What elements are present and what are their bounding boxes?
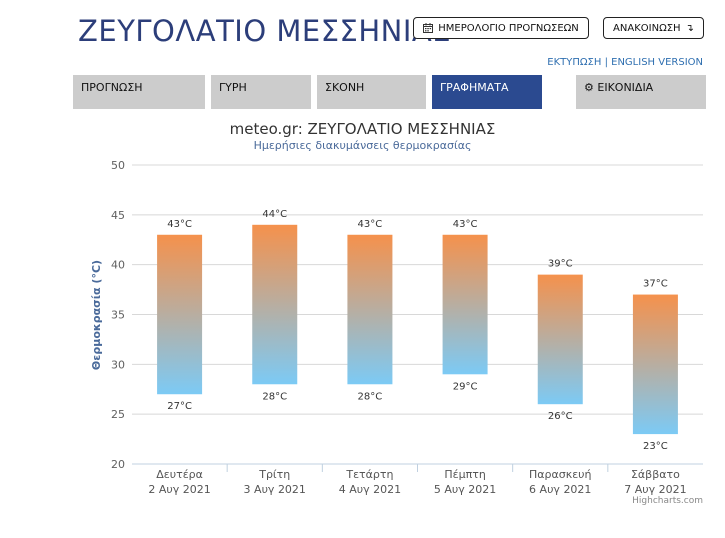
y-tick-label: 20 [111,458,125,471]
x-tick-date-label: 4 Αυγ 2021 [339,483,401,496]
announcements-button-label: ΑΝΑΚΟΙΝΩΣΗ [613,22,681,34]
x-tick-day-label: Παρασκευή [529,468,592,481]
y-tick-label: 35 [111,309,125,322]
min-temp-label: 27°C [167,401,192,412]
max-temp-label: 43°C [167,219,192,230]
x-tick-day-label: Πέμπτη [444,468,485,481]
chart-subtitle: Ημερήσιες διακυμάνσεις θερμοκρασίας [253,139,472,152]
tab-label: ΕΙΚΟΝΙΔΙΑ [597,81,654,94]
arrow-down-icon: ↴ [685,22,694,34]
x-tick-date-label: 6 Αυγ 2021 [529,483,591,496]
x-tick-day-label: Τετάρτη [345,468,393,481]
tab-icons[interactable]: ⚙ ΕΙΚΟΝΙΔΙΑ [576,75,706,109]
min-temp-label: 28°C [262,391,287,402]
tab-label: ΓΥΡΗ [219,81,247,94]
x-tick-date-label: 5 Αυγ 2021 [434,483,496,496]
y-tick-label: 25 [111,408,125,421]
x-tick-day-label: Δευτέρα [156,468,203,481]
x-tick-date-label: 2 Αυγ 2021 [148,483,210,496]
temperature-range-bar [442,234,488,375]
y-tick-label: 30 [111,358,125,371]
x-tick-date-label: 7 Αυγ 2021 [624,483,686,496]
tab-label: ΠΡΟΓΝΩΣΗ [81,81,143,94]
calendar-button[interactable]: ΗΜΕΡΟΛΟΓΙΟ ΠΡΟΓΝΩΣΕΩΝ [413,17,589,39]
tab-charts[interactable]: ΓΡΑΦΗΜΑΤΑ [432,75,542,109]
tab-label: ΣΚΟΝΗ [325,81,365,94]
max-temp-label: 43°C [358,219,383,230]
max-temp-label: 39°C [548,259,573,270]
english-version-link[interactable]: ENGLISH VERSION [611,57,703,68]
max-temp-label: 44°C [262,209,287,220]
announcements-button[interactable]: ΑΝΑΚΟΙΝΩΣΗ ↴ [603,17,704,39]
tab-forecast[interactable]: ΠΡΟΓΝΩΣΗ [73,75,205,109]
header-links: ΕΚΤΥΠΩΣΗ | ENGLISH VERSION [547,57,703,68]
min-temp-label: 23°C [643,441,668,452]
y-tick-label: 50 [111,159,125,172]
highcharts-credit[interactable]: Highcharts.com [632,496,703,506]
tab-dust[interactable]: ΣΚΟΝΗ [317,75,426,109]
min-temp-label: 26°C [548,411,573,422]
gear-icon: ⚙ [584,81,594,94]
links-separator: | [604,57,608,68]
x-tick-date-label: 3 Αυγ 2021 [244,483,306,496]
calendar-button-label: ΗΜΕΡΟΛΟΓΙΟ ΠΡΟΓΝΩΣΕΩΝ [438,22,579,34]
temperature-range-bar [157,234,203,395]
tab-pollen[interactable]: ΓΥΡΗ [211,75,311,109]
tab-label: ΓΡΑΦΗΜΑΤΑ [440,81,509,94]
chart-title: meteo.gr: ΖΕΥΓΟΛΑΤΙΟ ΜΕΣΣΗΝΙΑΣ [229,120,496,138]
page-title: ΖΕΥΓΟΛΑΤΙΟ ΜΕΣΣΗΝΙΑΣ [78,14,452,48]
y-tick-label: 40 [111,259,125,272]
calendar-icon [423,23,434,33]
x-tick-day-label: Τρίτη [258,468,290,481]
max-temp-label: 43°C [453,219,478,230]
y-tick-label: 45 [111,209,125,222]
y-axis-label: Θερμοκρασία (°C) [90,260,103,370]
temperature-range-bar [632,294,678,435]
min-temp-label: 28°C [358,391,383,402]
print-link[interactable]: ΕΚΤΥΠΩΣΗ [547,57,602,68]
temperature-range-bar [537,274,583,405]
max-temp-label: 37°C [643,279,668,290]
min-temp-label: 29°C [453,381,478,392]
temperature-range-bar [252,224,298,385]
x-tick-day-label: Σάββατο [631,468,680,481]
temperature-range-bar [347,234,393,385]
